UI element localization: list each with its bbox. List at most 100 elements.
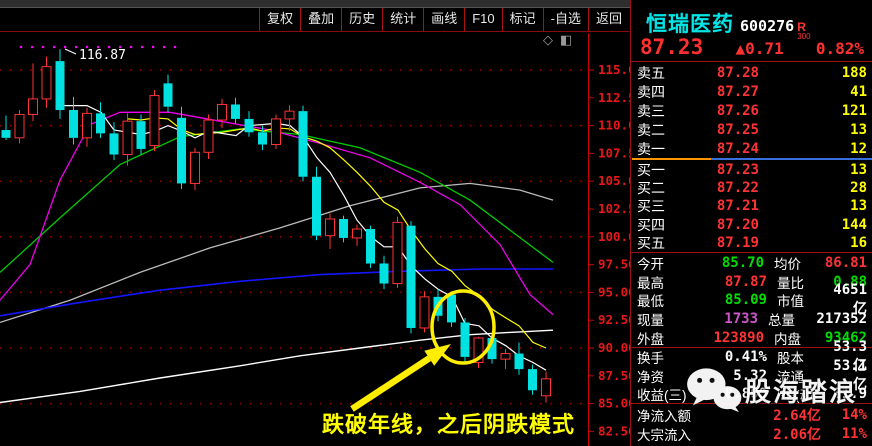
bid-row[interactable]: 买一 87.23 13 (631, 161, 872, 179)
candle-down (177, 117, 186, 184)
quote-statistics: 今开 85.70 均价 86.81 最高 87.87 量比 0.88 最低 85.09 市值 4651… (631, 254, 872, 404)
stat-value: 53.1亿 (833, 357, 867, 393)
stat-value: 86.81 (824, 255, 867, 272)
margin-trading-tag: R (797, 20, 806, 34)
toolbar-button-历史[interactable]: 历史 (341, 8, 382, 31)
ma-white-year-250 (0, 329, 554, 404)
y-axis-label: 92.50 (598, 312, 630, 327)
bid-row[interactable]: 买五 87.19 16 (631, 234, 872, 252)
toolbar-button-统计[interactable]: 统计 (382, 8, 423, 31)
divider (631, 252, 872, 253)
candle-up (271, 118, 281, 146)
diamond-marker-icon[interactable]: ◇ (543, 32, 553, 47)
ask-row[interactable]: 卖二 87.25 13 (631, 120, 872, 139)
ask-label: 卖三 (637, 102, 665, 119)
stat-row: 净资 5.32 流通 53.1亿 (631, 358, 872, 393)
bid-volume: 28 (850, 180, 867, 197)
ask-volume: 188 (841, 64, 867, 81)
ask-row[interactable]: 卖四 87.27 41 (631, 82, 872, 101)
chart-corner-icons: ◇ ◧ (543, 32, 572, 48)
stat-row: 最高 87.87 量比 0.88 (631, 273, 872, 292)
candle-down (55, 61, 65, 111)
toolbar-button-画线[interactable]: 画线 (423, 8, 464, 31)
candle-down (298, 111, 308, 177)
watermark-text: 股海踏浪 (745, 376, 858, 407)
divider (631, 403, 872, 404)
candle-down (96, 113, 105, 134)
y-axis-label: 115.0 (598, 62, 630, 77)
candle-down (528, 369, 537, 391)
candle-up (28, 98, 38, 115)
candle-down (447, 294, 456, 323)
toolbar-button-叠加[interactable]: 叠加 (300, 8, 341, 31)
candle-down (1, 130, 11, 138)
candle-up (541, 378, 551, 397)
bid-volume: 13 (850, 162, 867, 179)
bid-row[interactable]: 买二 87.22 28 (631, 179, 872, 197)
stat-row: 外盘 123890 内盘 93462 (631, 328, 872, 347)
stat-label: 均价 (774, 257, 802, 273)
stat-value: 87.87 (724, 273, 767, 290)
stat-label: 现量 (637, 313, 664, 329)
y-axis-label: 100.0 (598, 229, 630, 244)
stat-value: 81.9 (833, 386, 867, 403)
ma-green-60 (0, 128, 554, 273)
flow-label: 净流入额 (637, 408, 691, 424)
stat-label: 内盘 (774, 331, 802, 347)
candle-up (500, 353, 511, 360)
candle-up (203, 119, 214, 153)
bid-volume: 16 (850, 234, 867, 251)
stat-label: 净资 (637, 369, 664, 385)
bid-label: 买五 (637, 234, 665, 251)
flow-value: 2.06亿 (773, 426, 821, 443)
stock-name: 恒瑞医药 (646, 13, 734, 36)
candle-down (339, 219, 348, 238)
money-flow-rows: 净流入额 2.64亿 14% 大宗流入 2.06亿 11% (631, 405, 872, 443)
bid-levels: 买一 87.23 13 买二 87.22 28 买三 87.21 13 买四 87.20 144 买五 8… (631, 161, 872, 252)
candle-up (14, 113, 25, 139)
stock-header: 恒瑞医药 600276 R 300 (646, 8, 811, 41)
ask-price: 87.26 (716, 102, 759, 119)
price-header: 87.23 ▲0.71 0.82% (640, 35, 864, 59)
chart-toolbar: 复权 叠加 历史 统计 画线 F10 标记 -自选 返回 (0, 8, 629, 32)
ask-row[interactable]: 卖一 87.24 12 (631, 139, 872, 158)
ask-price: 87.27 (716, 83, 759, 100)
toolbar-button-复权[interactable]: 复权 (259, 8, 300, 31)
toolbar-button--自选[interactable]: -自选 (542, 8, 588, 31)
ma-lines (0, 104, 554, 404)
split-screen-icon[interactable]: ◧ (560, 32, 573, 47)
stat-label: 流通 (777, 369, 804, 385)
candle-up (284, 110, 295, 120)
toolbar-button-标记[interactable]: 标记 (501, 8, 543, 31)
ask-price: 87.25 (716, 121, 759, 138)
index-300-tag: 300 (797, 32, 811, 41)
toolbar-button-F10[interactable]: F10 (464, 8, 501, 31)
annotation-arrow-shaft (350, 355, 432, 412)
bid-row[interactable]: 买三 87.21 13 (631, 197, 872, 215)
kline-chart[interactable]: 115.0 112.5 110.0 107.5 105.0 102.5 100.0 97.50… (0, 0, 630, 446)
ask-volume: 12 (850, 140, 867, 157)
toolbar-button-返回[interactable]: 返回 (587, 8, 629, 31)
stat-row: 今开 85.70 均价 86.81 (631, 254, 872, 273)
bid-row[interactable]: 买四 87.20 144 (631, 216, 872, 234)
bid-label: 买二 (637, 180, 665, 197)
ask-row[interactable]: 卖三 87.26 121 (631, 101, 872, 120)
stat-label: 今开 (637, 257, 664, 273)
y-axis-label: 82.50 (598, 423, 630, 438)
stat-value: 217352 (816, 311, 867, 328)
bid-label: 买四 (637, 216, 665, 233)
y-axis-label: 95.00 (598, 284, 630, 299)
candle-down (406, 225, 416, 328)
stat-row: 换手 0.41% 股本 53.3亿 (631, 339, 872, 374)
window-top-strip (0, 0, 872, 8)
y-axis-label: 87.50 (598, 368, 630, 383)
ask-volume: 13 (850, 121, 867, 138)
divider (631, 61, 872, 62)
ask-price: 87.28 (716, 64, 759, 81)
y-axis-label: 97.50 (598, 257, 630, 272)
bid-label: 买三 (637, 198, 665, 215)
price-change-pct: 0.82% (815, 39, 864, 58)
stat-value: 1733 (724, 311, 759, 328)
ask-row[interactable]: 卖五 87.28 188 (631, 63, 872, 82)
